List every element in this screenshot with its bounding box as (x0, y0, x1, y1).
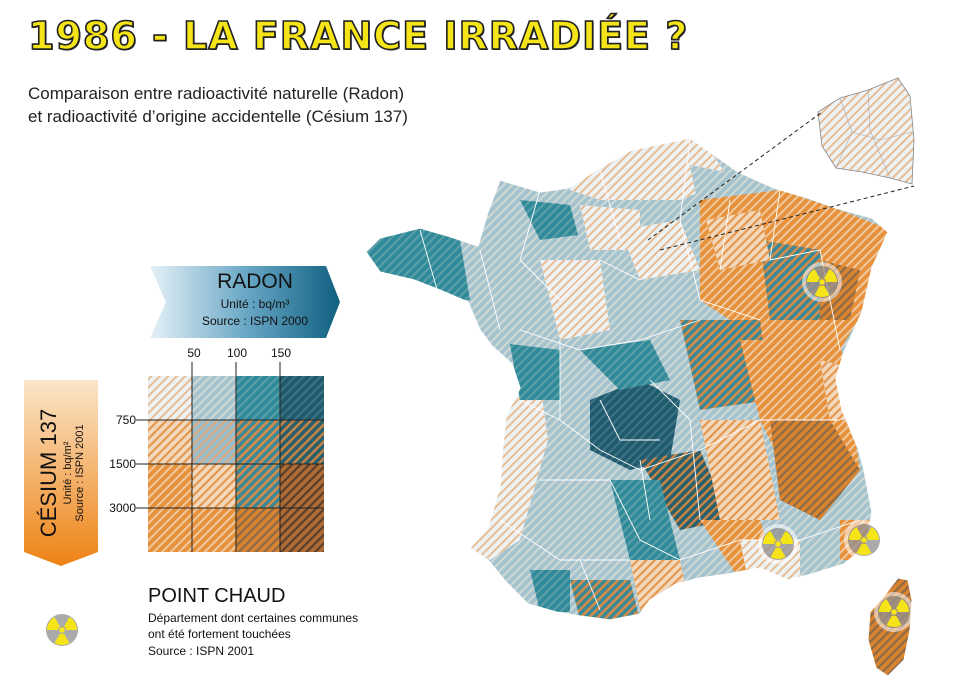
cesium-unit: Unité : bq/m² (62, 441, 74, 505)
radon-unit: Unité : bq/m³ (220, 297, 290, 311)
page-title: 1986 - LA FRANCE IRRADIÉE ? (27, 13, 689, 59)
radon-arrow (150, 266, 340, 338)
radon-source: Source : ISPN 2000 (201, 314, 309, 328)
radon-tick-150: 150 (270, 346, 292, 360)
subtitle-line-2: et radioactivité d’origine accidentelle … (28, 107, 408, 126)
hotspot-nice-icon (844, 520, 884, 560)
inset-paris (817, 77, 915, 185)
hotspot-desc-line-2: ont été fortement touchées (148, 627, 291, 641)
hotspot-corsica-icon (874, 592, 914, 632)
cesium-tick-3000: 3000 (109, 501, 136, 515)
cesium-arrow (24, 380, 98, 566)
hotspot-source: Source : ISPN 2001 (148, 644, 255, 658)
france-map (365, 77, 915, 677)
radon-tick-50: 50 (187, 346, 201, 360)
hotspot-provence-icon (758, 524, 798, 564)
legend-grid (136, 362, 324, 552)
hotspot-alsace-icon (802, 262, 842, 302)
cesium-source: Source : ISPN 2001 (74, 424, 86, 522)
cesium-label-block: CÉSIUM 137 Unité : bq/m² Source : ISPN 2… (24, 380, 98, 566)
radiation-trefoil-icon (42, 610, 82, 650)
cesium-title: CÉSIUM 137 (36, 408, 61, 538)
radon-tick-100: 100 (226, 346, 248, 360)
subtitle-line-1: Comparaison entre radioactivité naturell… (28, 84, 405, 103)
cesium-tick-1500: 1500 (109, 457, 136, 471)
hotspot-desc-line-1: Département dont certaines communes (148, 611, 359, 625)
hotspot-title: POINT CHAUD (148, 585, 286, 607)
radon-title: RADON (217, 270, 293, 293)
cesium-tick-750: 750 (115, 413, 136, 427)
